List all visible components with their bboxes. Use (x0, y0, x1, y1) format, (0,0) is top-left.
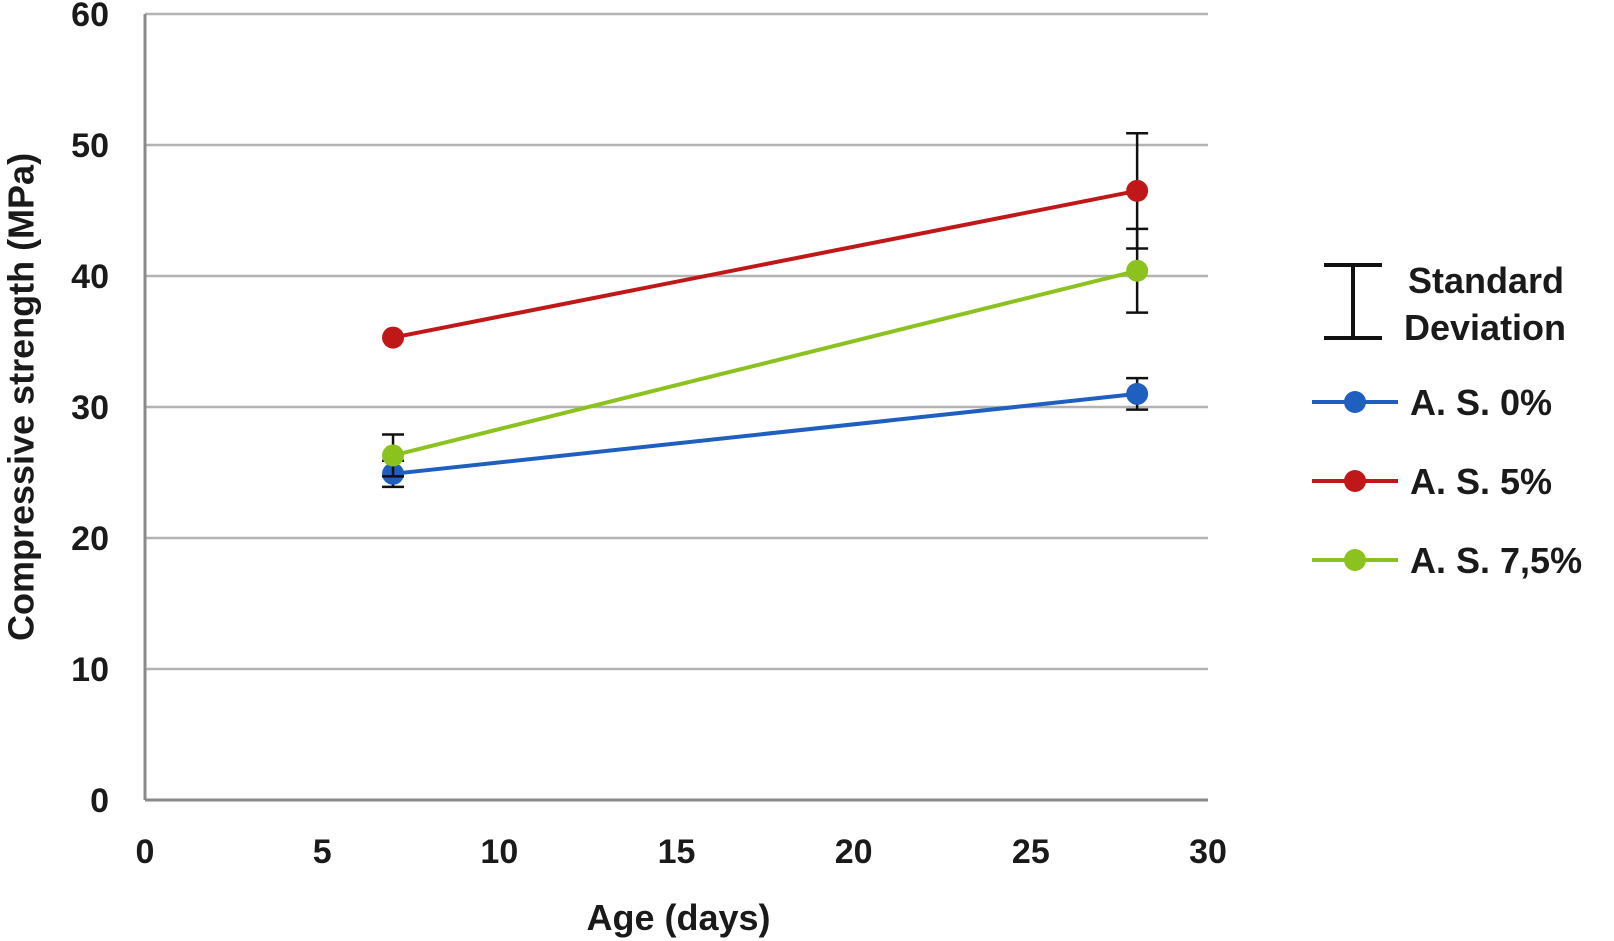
series-line (392, 391, 1138, 476)
legend-item: A. S. 7,5% (1312, 540, 1582, 581)
y-tick-label: 30 (71, 389, 109, 427)
series-line (392, 268, 1138, 458)
y-tick-label: 0 (90, 782, 109, 820)
y-tick-label: 40 (71, 258, 109, 296)
y-axis-title: Compressive strength (MPa) (1, 153, 42, 641)
series-a-s-0- (382, 376, 1149, 489)
axes (143, 14, 1208, 802)
legend-error-bar-label-line1: Standard (1408, 260, 1564, 301)
y-tick-label: 10 (71, 651, 109, 689)
data-point (1126, 259, 1149, 282)
legend-swatch-marker (1344, 549, 1366, 571)
legend-item: A. S. 5% (1312, 461, 1552, 502)
y-tick-label: 50 (71, 127, 109, 165)
x-tick-label: 30 (1189, 833, 1227, 871)
legend-label: A. S. 7,5% (1410, 540, 1582, 581)
data-point (382, 326, 405, 349)
data-point (382, 444, 405, 467)
x-tick-label: 0 (136, 833, 155, 871)
legend-label: A. S. 0% (1410, 382, 1552, 423)
x-tick-label: 5 (313, 833, 332, 871)
series-layer (382, 131, 1149, 489)
legend-swatch-marker (1344, 391, 1366, 413)
grid-lines (145, 12, 1208, 671)
legend-label: A. S. 5% (1410, 461, 1552, 502)
x-tick-label: 20 (835, 833, 873, 871)
legend-error-bar-label: Standard Deviation (1404, 260, 1574, 348)
data-point (1126, 382, 1149, 405)
legend-error-bar-label-line2: Deviation (1404, 307, 1566, 348)
x-axis-title: Age (days) (586, 897, 770, 938)
x-tick-label: 25 (1012, 833, 1050, 871)
series-a-s-5- (382, 131, 1149, 349)
series-a-s-7-5- (382, 227, 1149, 478)
legend-error-bar: Standard Deviation (1324, 260, 1574, 348)
data-point (1126, 179, 1149, 202)
x-tick-label: 15 (658, 833, 696, 871)
x-tick-label: 10 (480, 833, 518, 871)
legend: Standard Deviation A. S. 0%A. S. 5%A. S.… (1312, 260, 1582, 581)
series-line (392, 188, 1138, 340)
legend-swatch-marker (1344, 470, 1366, 492)
y-tick-label: 20 (71, 520, 109, 558)
legend-series-items: A. S. 0% A. S. 5% A. S. 7,5% (1312, 382, 1582, 581)
legend-item: A. S. 0% (1312, 382, 1552, 423)
tick-labels: 0 10 20 30 40 50 60 0 5 10 15 20 25 30 (71, 0, 1227, 871)
y-tick-label: 60 (71, 0, 109, 34)
